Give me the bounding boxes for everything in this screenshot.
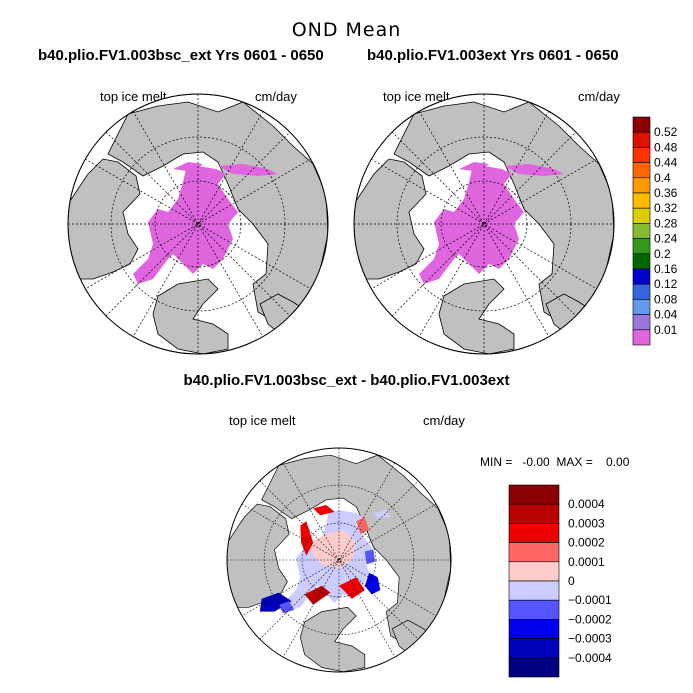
diff-min-max-stats: MIN = -0.00 MAX = 0.00: [480, 455, 630, 469]
diff-colorbar-tick-label: 0.0001: [568, 555, 605, 569]
diff-colorbar-tick-label: −0.0001: [568, 593, 612, 607]
diff-colorbar-swatch: [508, 638, 560, 659]
diff-colorbar: 0.0004 0.0003 0.0002 0.0001 0 −0.0001 −0.0002 −…: [508, 484, 612, 678]
left-map-outline: [67, 93, 329, 355]
right-units-label: cm/day: [578, 89, 620, 104]
top-colorbar-tick-label: 0.44: [654, 156, 678, 170]
left-units-label: cm/day: [255, 89, 297, 104]
top-colorbar-swatch: [632, 253, 651, 270]
top-colorbar-swatch: [632, 223, 651, 239]
top-colorbar-tick-label: 0.04: [654, 308, 678, 322]
top-colorbar-swatch: [632, 177, 651, 194]
diff-colorbar-swatch: [508, 619, 560, 639]
diff-variable-label: top ice melt: [229, 413, 296, 428]
left-variable-label: top ice melt: [100, 89, 167, 104]
top-colorbar-swatch: [632, 314, 651, 331]
diff-colorbar-tick-label: −0.0002: [568, 612, 612, 626]
top-colorbar-swatch: [632, 192, 651, 209]
diff-colorbar-swatch: [508, 561, 560, 582]
diff-colorbar-tick-label: 0.0002: [568, 536, 605, 550]
top-colorbar-tick-label: 0.48: [654, 140, 678, 154]
diff-colorbar-swatch: [508, 599, 560, 620]
top-colorbar-tick-label: 0.01: [654, 323, 678, 337]
diff-colorbar-swatch: [508, 523, 560, 543]
top-colorbar-swatch: [632, 207, 651, 224]
top-colorbar-tick-label: 0.4: [654, 171, 671, 185]
right-panel-title: b40.plio.FV1.003ext Yrs 0601 - 0650: [367, 47, 619, 64]
diff-colorbar-swatch: [508, 542, 560, 563]
top-colorbar-swatch: [632, 162, 651, 179]
diff-polar-map: [227, 448, 451, 672]
diff-colorbar-swatch: [508, 503, 560, 524]
top-colorbar-swatch: [632, 283, 651, 300]
diff-panel-title: b40.plio.FV1.003bsc_ext - b40.plio.FV1.0…: [183, 372, 510, 389]
top-colorbar-swatch: [632, 238, 651, 255]
diff-colorbar-tick-label: 0.0004: [568, 497, 605, 511]
top-colorbar-tick-label: 0.36: [654, 186, 678, 200]
top-colorbar-tick-label: 0.24: [654, 232, 678, 246]
diff-colorbar-tick-label: 0.0003: [568, 516, 605, 530]
right-variable-label: top ice melt: [383, 89, 450, 104]
diff-colorbar-tick-label: 0: [568, 574, 575, 588]
left-polar-map: [68, 94, 328, 354]
top-colorbar-tick-label: 0.16: [654, 262, 678, 276]
top-colorbar-tick-label: 0.28: [654, 216, 678, 230]
diff-colorbar-tick-label: −0.0003: [568, 632, 612, 646]
top-colorbar-swatch: [632, 116, 651, 133]
top-colorbar-tick-label: 0.32: [654, 201, 678, 215]
diff-colorbar-tick-label: −0.0004: [568, 651, 612, 665]
top-colorbar: 0.520.480.440.40.360.320.280.240.20.160.…: [632, 116, 678, 346]
figure-title: OND Mean: [291, 19, 402, 41]
right-map-outline: [353, 93, 615, 355]
diff-colorbar-swatch: [508, 484, 560, 505]
top-colorbar-swatch: [632, 299, 651, 315]
top-colorbar-tick-label: 0.12: [654, 277, 678, 291]
diff-map-outline: [226, 447, 452, 673]
top-colorbar-swatch: [632, 131, 651, 148]
top-colorbar-swatch: [632, 268, 651, 285]
top-colorbar-swatch: [632, 329, 651, 346]
diff-colorbar-swatch: [508, 580, 560, 601]
top-colorbar-tick-label: 0.2: [654, 247, 671, 261]
right-polar-map: [354, 94, 614, 354]
top-colorbar-tick-label: 0.08: [654, 292, 678, 306]
top-colorbar-swatch: [632, 147, 651, 163]
diff-colorbar-swatch: [508, 657, 560, 678]
diff-units-label: cm/day: [423, 413, 465, 428]
top-colorbar-tick-label: 0.52: [654, 125, 678, 139]
left-panel-title: b40.plio.FV1.003bsc_ext Yrs 0601 - 0650: [38, 47, 324, 64]
